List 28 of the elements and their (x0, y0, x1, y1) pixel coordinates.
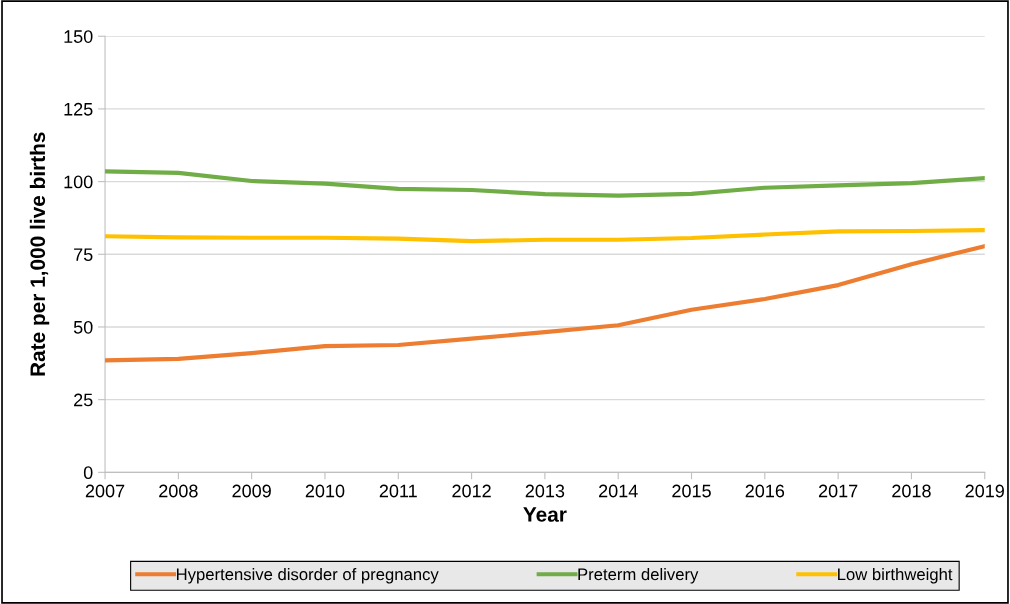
y-tick-label: 25 (74, 393, 93, 407)
y-tick-label: 125 (64, 102, 93, 116)
x-tick-label: 2018 (892, 484, 931, 498)
x-tick-label: 2019 (965, 484, 1004, 498)
line-series (105, 169, 985, 198)
x-tick-label: 2015 (672, 484, 711, 498)
y-tick-label: 50 (73, 320, 93, 334)
x-tick-label: 2016 (745, 484, 785, 498)
line-series (105, 228, 985, 244)
y-axis-title: Rate per 1,000 live births (29, 132, 50, 376)
x-tick-label: 2011 (379, 484, 417, 498)
x-tick-label: 2017 (818, 484, 858, 498)
y-tick-label: 100 (64, 175, 93, 189)
y-tick-label: 150 (64, 30, 93, 43)
x-axis-title: Year (523, 507, 567, 522)
x-tick-label: 2014 (599, 484, 638, 498)
x-tick-label: 2012 (452, 484, 491, 498)
y-tick-label: 0 (83, 466, 93, 480)
x-tick-label: 2010 (305, 484, 345, 498)
x-tick-label: 2008 (159, 484, 198, 498)
line-series (105, 244, 985, 363)
legend-label: Preterm delivery (578, 568, 699, 584)
x-tick-label: 2013 (525, 484, 565, 498)
x-tick-label: 2009 (232, 484, 271, 498)
legend-label: Hypertensive disorder of pregnancy (176, 568, 439, 584)
y-tick-label: 75 (74, 248, 93, 261)
x-tick-label: 2007 (85, 484, 125, 498)
legend-label: Low birthweight (838, 568, 953, 584)
